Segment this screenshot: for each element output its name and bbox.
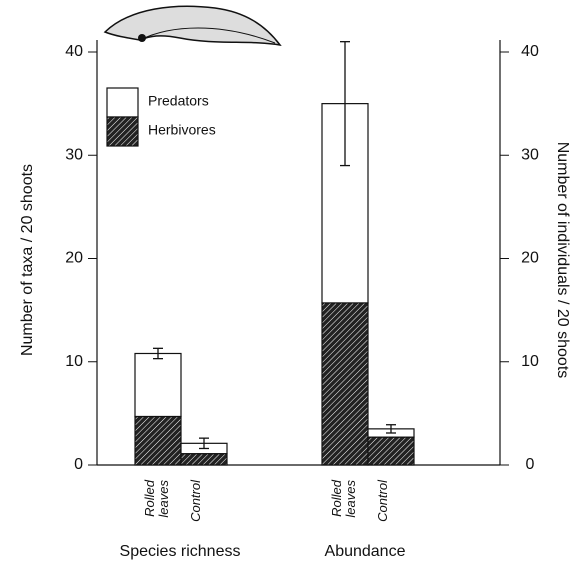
y-tick-label: 30 <box>65 146 83 163</box>
y-axis-label: Number of taxa / 20 shoots <box>19 164 36 356</box>
error-bar <box>199 437 209 450</box>
error-bar <box>386 424 396 434</box>
legend-label: Herbivores <box>148 122 216 138</box>
x-tick-label: Control <box>375 480 390 522</box>
group-label: Abundance <box>325 543 406 560</box>
y2-tick-label: 30 <box>521 146 539 163</box>
y-tick-label: 40 <box>65 43 83 60</box>
y2-tick-label: 0 <box>526 456 535 473</box>
error-bar <box>153 347 163 360</box>
y-tick-label: 0 <box>74 456 83 473</box>
x-tick-label: Rolled leaves <box>142 480 171 518</box>
leaf-icon <box>103 5 282 47</box>
y2-axis-label: Number of individuals / 20 shoots <box>554 142 571 379</box>
bar-segment <box>180 453 228 466</box>
y-tick-label: 10 <box>65 353 83 370</box>
x-tick-label: Control <box>188 480 203 522</box>
x-tick-label: Rolled leaves <box>329 480 358 518</box>
legend-swatch <box>106 116 139 147</box>
bar-segment <box>134 415 182 466</box>
y2-tick-label: 20 <box>521 250 539 267</box>
bar-segment <box>134 352 182 418</box>
group-label: Species richness <box>120 543 241 560</box>
y2-tick-label: 40 <box>521 43 539 60</box>
error-bar <box>340 41 350 167</box>
y-tick-label: 20 <box>65 250 83 267</box>
legend-label: Predators <box>148 93 209 109</box>
legend-swatch <box>106 87 139 118</box>
y2-tick-label: 10 <box>521 353 539 370</box>
bar-segment <box>321 302 369 466</box>
bar-segment <box>367 436 415 466</box>
